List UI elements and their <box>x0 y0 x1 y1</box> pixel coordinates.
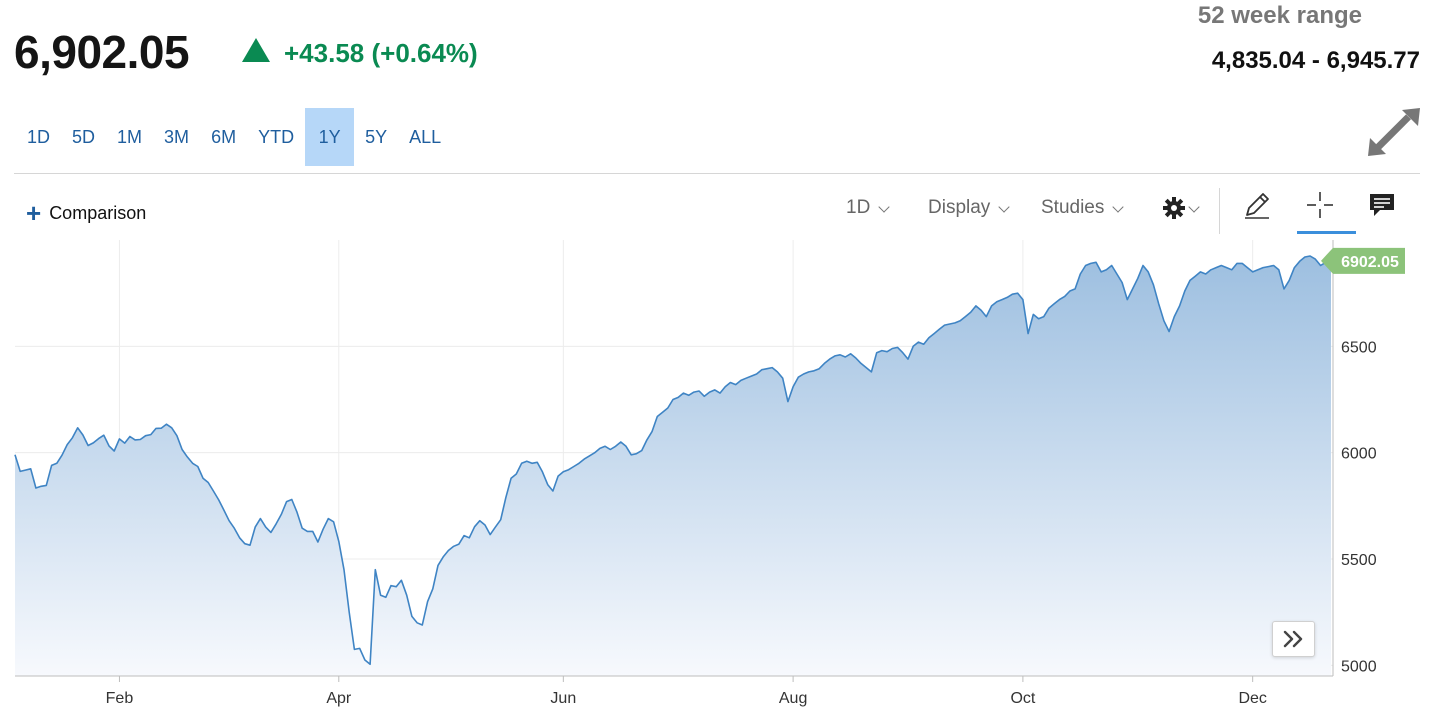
studies-label: Studies <box>1041 197 1105 218</box>
last-value-label: 6902.05 <box>1341 254 1399 271</box>
x-tick-label: Feb <box>106 690 134 707</box>
crosshair-active-indicator <box>1297 231 1356 234</box>
studies-dropdown[interactable]: Studies <box>1041 194 1125 222</box>
range-1d-button[interactable]: 1D <box>27 126 51 147</box>
price-area <box>15 256 1331 676</box>
chevron-down-icon <box>1188 201 1200 213</box>
comparison-button[interactable]: + Comparison <box>26 200 146 226</box>
range-6m-button[interactable]: 6M <box>211 126 237 147</box>
scroll-forward-button[interactable] <box>1272 621 1315 657</box>
x-tick-label: Oct <box>1010 690 1035 707</box>
y-axis-ticks: 5000 5500 6000 6500 <box>1341 339 1377 675</box>
range-3m-button[interactable]: 3M <box>164 126 190 147</box>
week52-range-label: 52 week range <box>1197 2 1362 29</box>
crosshair-icon[interactable] <box>1305 190 1335 220</box>
display-dropdown[interactable]: Display <box>928 194 1010 222</box>
comparison-label: Comparison <box>49 202 147 223</box>
time-range-selector: 1D 5D 1M 3M 6M YTD 1Y 5Y ALL <box>16 108 452 166</box>
pencil-icon[interactable] <box>1242 190 1272 220</box>
range-1y-button[interactable]: 1Y <box>305 108 355 166</box>
interval-label: 1D <box>846 197 871 218</box>
range-1m-button[interactable]: 1M <box>117 126 143 147</box>
chevron-down-icon <box>878 201 890 213</box>
comment-icon[interactable] <box>1368 192 1396 218</box>
range-ytd-button[interactable]: YTD <box>258 126 295 147</box>
y-tick-label: 6000 <box>1341 446 1377 463</box>
range-5d-button[interactable]: 5D <box>72 126 96 147</box>
last-price: 6,902.05 <box>14 26 190 78</box>
plus-icon: + <box>26 198 42 228</box>
price-change: +43.58 (+0.64%) <box>284 38 478 68</box>
range-all-button[interactable]: ALL <box>409 126 442 147</box>
double-chevron-right-icon <box>1283 630 1302 648</box>
settings-dropdown[interactable] <box>1162 194 1200 222</box>
y-tick-label: 5500 <box>1341 552 1377 569</box>
y-tick-label: 5000 <box>1341 658 1377 675</box>
x-tick-label: Apr <box>326 690 352 707</box>
x-tick-label: Aug <box>779 690 807 707</box>
price-chart[interactable]: 5000 5500 6000 6500 Feb Apr Jun Aug Oct Dec 6902… <box>0 236 1436 718</box>
y-tick-label: 6500 <box>1341 339 1377 356</box>
display-label: Display <box>928 197 991 218</box>
last-value-tag-shape <box>1321 247 1405 274</box>
up-triangle-icon <box>242 38 270 62</box>
gear-icon <box>1163 197 1185 219</box>
x-tick-label: Jun <box>550 690 576 707</box>
chevron-down-icon <box>998 201 1010 213</box>
toolbar-divider <box>14 173 1420 174</box>
interval-dropdown[interactable]: 1D <box>846 194 890 222</box>
last-value-tag: 6902.05 <box>1321 247 1405 274</box>
chevron-down-icon <box>1112 201 1125 213</box>
price-line <box>14 255 1332 666</box>
expand-arrows-icon[interactable] <box>1368 108 1420 156</box>
x-axis-ticks: Feb Apr Jun Aug Oct Dec <box>106 676 1267 707</box>
range-5y-button[interactable]: 5Y <box>365 126 388 147</box>
x-tick-label: Dec <box>1238 690 1266 707</box>
week52-range-value: 4,835.04 - 6,945.77 <box>1211 47 1420 74</box>
toolbar-separator <box>1219 188 1220 234</box>
